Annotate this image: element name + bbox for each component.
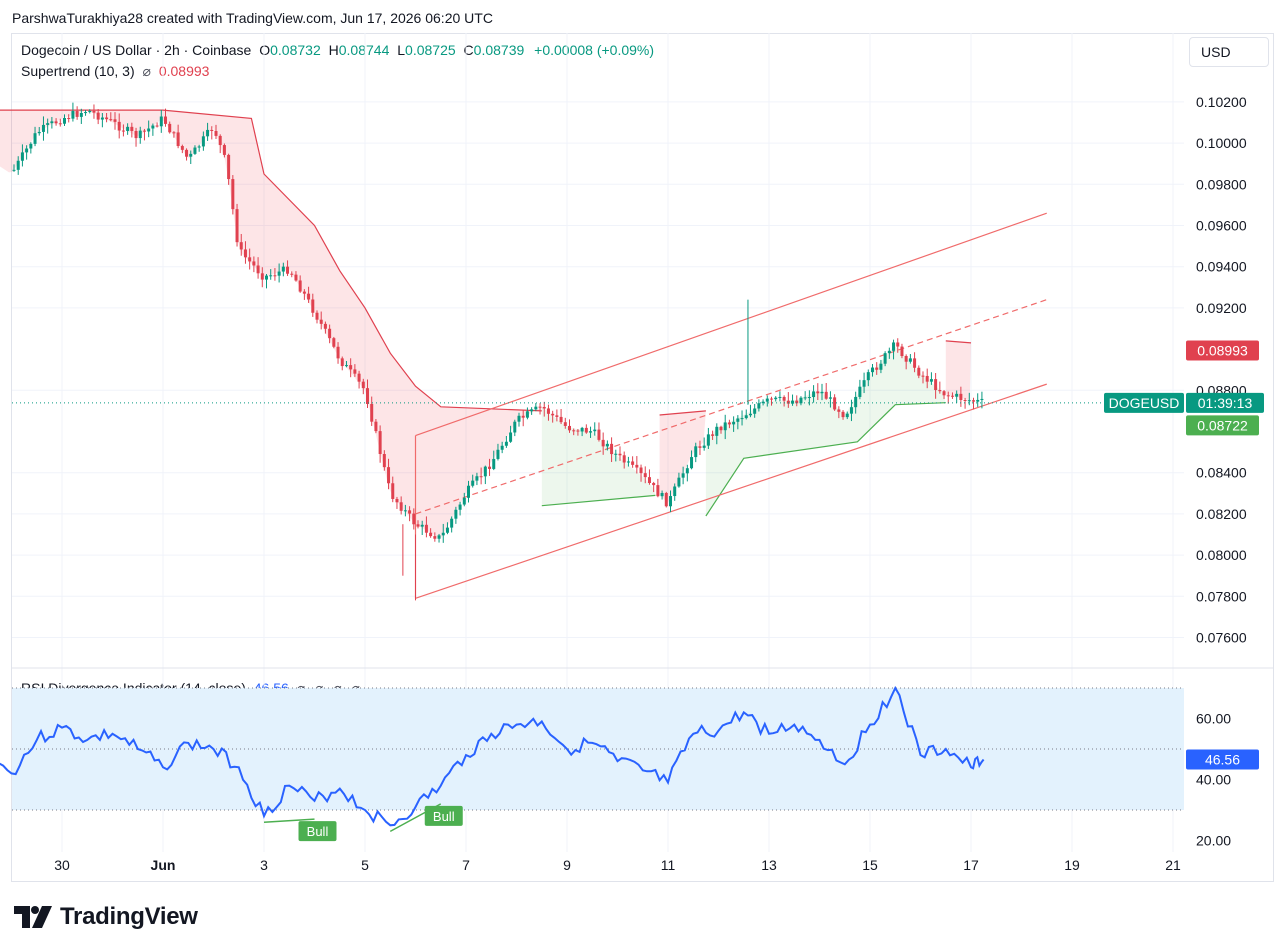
open-label: O (259, 42, 271, 58)
chart-credit: ParshwaTurakhiya28 created with TradingV… (12, 10, 493, 26)
tradingview-logo[interactable]: TradingView (14, 902, 198, 932)
chart-frame (11, 33, 1274, 882)
high-label: H (328, 42, 339, 58)
tradingview-wordmark: TradingView (60, 903, 198, 930)
supertrend-legend: Supertrend (10, 3) ⌀ 0.08993 (21, 63, 209, 80)
high-value: 0.08744 (338, 42, 390, 58)
supertrend-label[interactable]: Supertrend (10, 3) (21, 63, 135, 79)
close-label: C (463, 42, 474, 58)
symbol-title[interactable]: Dogecoin / US Dollar · 2h · Coinbase (21, 42, 252, 58)
open-value: 0.08732 (270, 42, 321, 58)
rsi-legend: RSI Divergence Indicator (14, close) 46.… (21, 680, 363, 697)
change-value: +0.00008 (+0.09%) (534, 42, 655, 58)
close-value: 0.08739 (473, 42, 525, 58)
low-value: 0.08725 (405, 42, 456, 58)
currency-button[interactable]: USD (1189, 37, 1269, 67)
tradingview-logo-icon (14, 906, 52, 928)
supertrend-value: 0.08993 (158, 63, 210, 79)
rsi-value: 46.56 (253, 680, 289, 696)
low-label: L (397, 42, 406, 58)
rsi-visibility-icons[interactable]: ⌀ ⌀ ⌀ ⌀ (296, 680, 364, 696)
rsi-label[interactable]: RSI Divergence Indicator (14, close) (21, 680, 246, 696)
visibility-icon[interactable]: ⌀ (142, 63, 151, 79)
main-legend: Dogecoin / US Dollar · 2h · Coinbase O0.… (21, 42, 654, 58)
